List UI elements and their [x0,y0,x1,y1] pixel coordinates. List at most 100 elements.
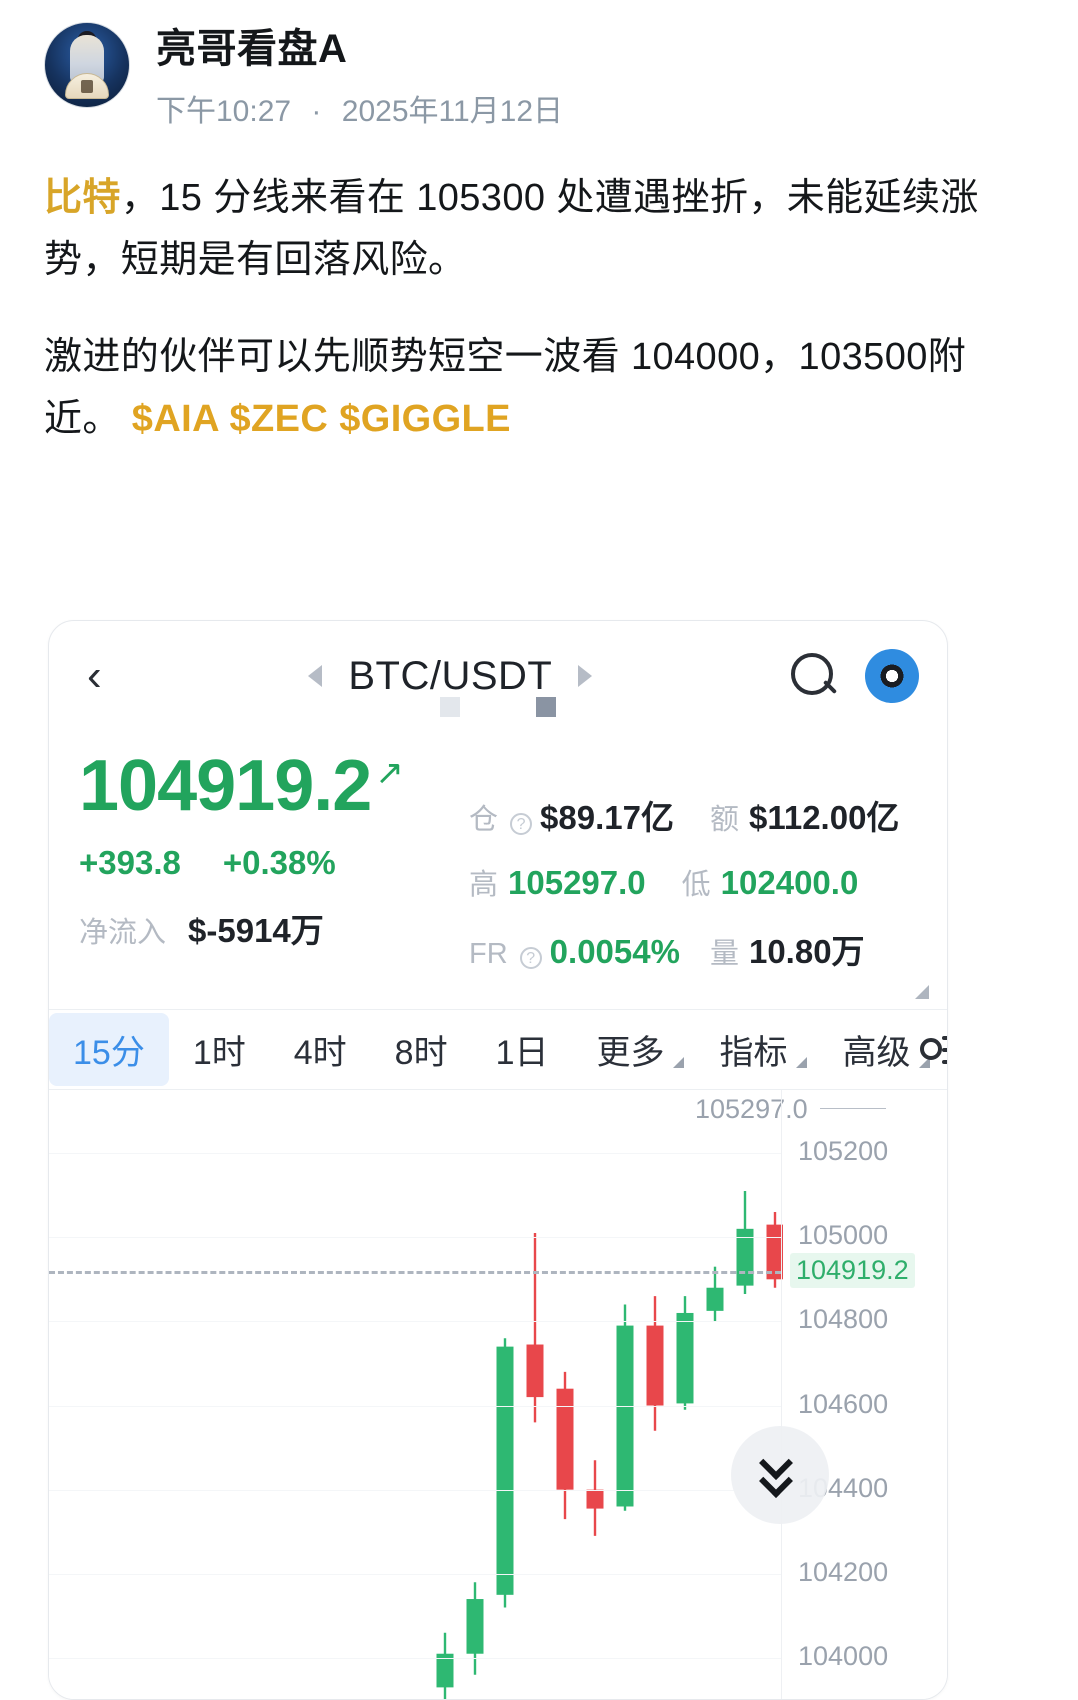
stat-key-funding: FR [469,938,508,970]
gridline [49,1405,781,1407]
prev-arrow-icon[interactable] [308,665,323,687]
header-text: 亮哥看盘A 下午10:27 · 2025年11月12日 [156,22,563,130]
gridline [49,1489,781,1491]
stat-value-low: 102400.0 [720,864,859,901]
price-up-arrow-icon: ↗ [375,754,404,792]
candle-body [436,1653,454,1688]
help-icon-funding[interactable]: ? [519,947,542,969]
chevron-corner-icon [795,1057,807,1068]
stat-key-position: 仓 [469,804,499,836]
candlestick-chart[interactable]: 105297.0 105200 105000 104800 104600 104400 1… [49,1090,947,1699]
stat-key-high: 高 [469,869,499,901]
netflow-row: 净流入 $-5914万 [79,904,469,952]
price-block: 104919.2 ↗ +393.8 +0.38% 净流入 $-5914万 [49,746,469,995]
stats-grid: 仓 ? $89.17亿 额 $112.00亿 高 105297.0 低 1024… [469,747,947,995]
paragraph-2: 激进的伙伴可以先顺势短空一波看 104000，103500附近。 $AIA $Z… [44,327,1034,450]
candle-body [616,1325,634,1507]
candle-body [586,1489,604,1509]
card-toolbar: ‹ BTC/USDT [49,621,947,731]
tab-8h[interactable]: 8时 [394,1034,448,1072]
stats-row-1: 仓 ? $89.17亿 额 $112.00亿 [469,791,929,839]
stat-value-funding: 0.0054% [549,933,680,970]
last-price: 104919.2 [79,746,372,826]
pager-dot-1[interactable] [440,697,460,717]
stat-value-turnover: $112.00亿 [748,799,900,836]
author-name[interactable]: 亮哥看盘A [156,27,348,71]
stat-value-volume: 10.80万 [748,933,865,970]
paragraph-1: 比特，15 分线来看在 105300 处遭遇挫折，未能延续涨势，短期是有回落风险… [44,168,1034,291]
stat-key-turnover: 额 [709,804,739,836]
tab-more[interactable]: 更多 [573,1013,696,1086]
current-price-label: 104919.2 [790,1253,915,1289]
candle-body [466,1599,484,1654]
expand-corner-icon[interactable] [915,985,929,999]
tab-advanced-label: 高级 [842,1034,911,1072]
chevron-corner-icon [918,1057,930,1068]
next-arrow-icon[interactable] [578,665,593,687]
candle-body [766,1224,784,1280]
session-high-annotation: 105297.0 [695,1094,886,1125]
session-high-value: 105297.0 [695,1094,808,1125]
tab-4h[interactable]: 4时 [293,1034,347,1072]
quoted-chart-card[interactable]: ‹ BTC/USDT 104919.2 ↗ +393.8 +0.38% [48,620,948,1700]
change-row: +393.8 +0.38% [79,844,469,882]
stat-value-high: 105297.0 [508,864,646,901]
paragraph-2-text: 激进的伙伴可以先顺势短空一波看 104000，103500附近。 [44,336,967,440]
post-body: 比特，15 分线来看在 105300 处遭遇挫折，未能延续涨势，短期是有回落风险… [0,168,1078,450]
netflow-label: 净流入 [79,917,167,950]
pager-dots [440,697,556,717]
tab-1h[interactable]: 1时 [192,1034,246,1072]
tab-advanced[interactable]: 高级 [819,1013,942,1086]
stat-key-volume: 量 [709,938,739,970]
search-icon[interactable] [789,651,839,701]
stats-row-3: FR ? 0.0054% 量 10.80万 [469,925,929,973]
tab-15m[interactable]: 15分 [49,1013,169,1086]
meta-separator: · [311,95,322,128]
gridline [49,1573,781,1575]
back-icon[interactable]: ‹ [87,651,102,700]
candle-body [676,1312,694,1404]
avatar[interactable] [44,22,130,108]
axis-label: 104200 [798,1556,889,1587]
stat-value-position: $89.17亿 [540,799,674,836]
candle-body [496,1346,514,1595]
tab-indicators[interactable]: 指标 [696,1013,819,1086]
symbol-label[interactable]: BTC/USDT [348,653,553,698]
cashtag-list[interactable]: $AIA $ZEC $GIGGLE [131,397,511,440]
symbol-switcher: BTC/USDT [112,654,789,699]
axis-label: 105000 [798,1220,889,1251]
gridline [49,1321,781,1323]
help-icon-position[interactable]: ? [510,813,533,835]
stat-key-low: 低 [681,869,711,901]
pager-dot-2[interactable] [536,697,556,717]
candles-svg [436,1112,947,1699]
brand-logo-icon[interactable] [865,649,919,703]
tab-1d[interactable]: 1日 [495,1034,549,1072]
gridline [49,1657,781,1659]
ticker-stats: 104919.2 ↗ +393.8 +0.38% 净流入 $-5914万 仓 ? … [49,731,947,1005]
tab-more-label: 更多 [596,1034,665,1072]
axis-label: 104800 [798,1304,889,1335]
timeframe-tabs: 15分 1时 4时 8时 1日 更多 指标 高级 [49,1010,947,1090]
current-price-line [49,1271,781,1275]
post-time: 下午10:27 [156,95,292,128]
price-axis: 105200 105000 104800 104600 104400 104200 1040… [781,1090,947,1699]
candle-body [556,1388,574,1490]
paragraph-1-text: ，15 分线来看在 105300 处遭遇挫折，未能延续涨势，短期是有回落风险。 [44,177,979,281]
ticker-highlight[interactable]: 比特 [44,177,121,219]
candle-body [706,1287,724,1311]
scroll-to-latest-icon[interactable] [731,1426,829,1524]
chart-plot[interactable]: 105297.0 [49,1090,947,1699]
axis-label: 104000 [798,1640,889,1671]
stats-row-2: 高 105297.0 低 102400.0 [469,861,929,903]
candle-body [526,1344,544,1398]
post-meta: 下午10:27 · 2025年11月12日 [156,86,563,130]
gridline [49,1153,781,1155]
axis-label: 105200 [798,1136,889,1167]
gridline [49,1237,781,1239]
stats-divider [49,1009,947,1010]
change-percent: +0.38% [222,844,336,882]
post-header: 亮哥看盘A 下午10:27 · 2025年11月12日 [0,0,1078,130]
tab-indicators-label: 指标 [719,1034,788,1072]
